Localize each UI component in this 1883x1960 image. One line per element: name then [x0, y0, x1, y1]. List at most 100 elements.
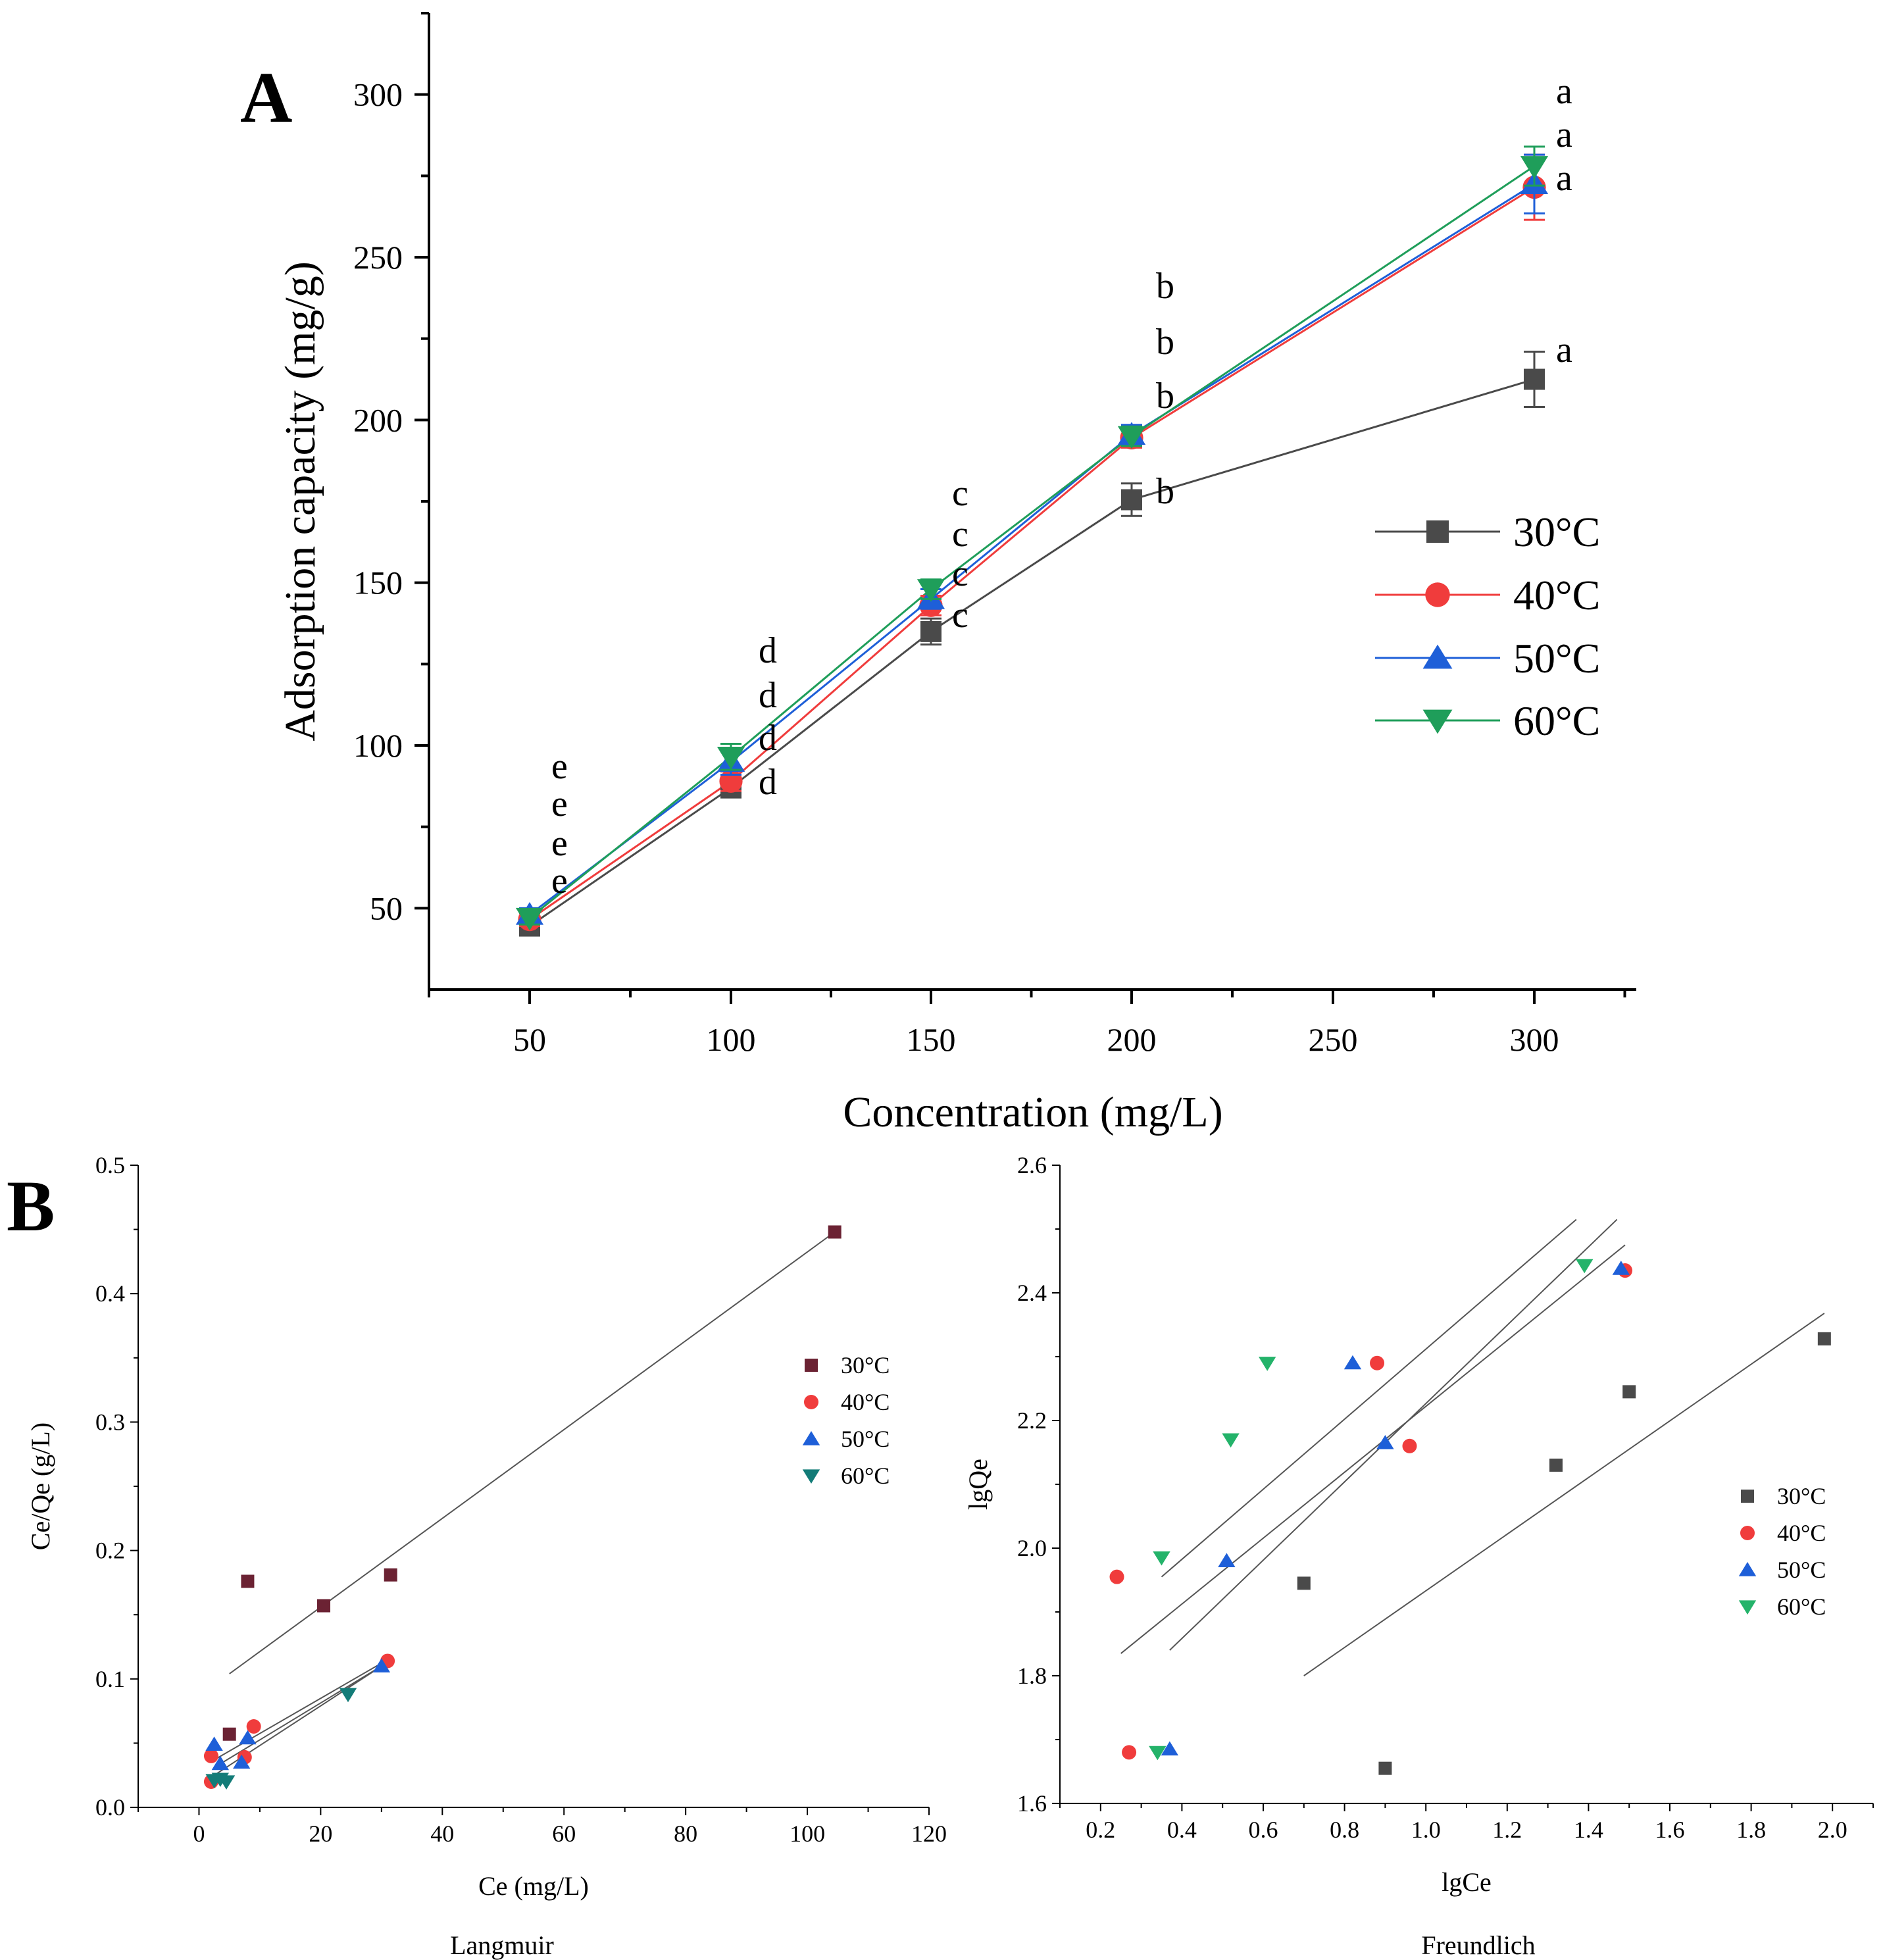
x-tick-label: 20 [309, 1821, 332, 1847]
legend-marker-60c [1738, 1600, 1757, 1615]
point-50c [372, 1658, 391, 1672]
x-tick-label: 1.4 [1574, 1817, 1603, 1843]
y-tick-label: 2.6 [1017, 1152, 1047, 1178]
significance-letter: a [1556, 330, 1572, 370]
point-50c [232, 1754, 251, 1769]
x-tick-label: 50 [513, 1021, 546, 1058]
x-tick-label: 0.6 [1249, 1817, 1278, 1843]
series-line-50c [529, 183, 1535, 916]
legend-marker-60c [802, 1469, 820, 1484]
significance-letter: d [759, 675, 777, 716]
y-tick-label: 150 [353, 565, 403, 601]
point-60c [1222, 1433, 1240, 1448]
point-60c [217, 1775, 236, 1790]
x-axis-label: Concentration (mg/L) [843, 1088, 1222, 1136]
legend-marker-40c [804, 1395, 818, 1409]
series-line-40c [529, 186, 1535, 920]
point-40c [203, 1748, 218, 1763]
y-tick-label: 0.0 [95, 1794, 125, 1821]
significance-letter: c [952, 595, 968, 636]
legend-marker-50c [802, 1431, 820, 1445]
marker-30c [1121, 489, 1142, 511]
legend-label-50c: 50°C [1513, 635, 1600, 682]
significance-letter: e [551, 746, 568, 787]
point-30c [1817, 1332, 1831, 1345]
legend-marker-30c [1426, 520, 1449, 543]
legend-label-30c: 30°C [1777, 1483, 1826, 1509]
legend-label-40c: 40°C [1777, 1520, 1826, 1546]
marker-60c [515, 907, 544, 931]
legend-label-60c: 60°C [841, 1463, 890, 1489]
significance-letter: d [759, 718, 777, 759]
x-tick-label: 1.2 [1492, 1817, 1522, 1843]
point-50c [1343, 1355, 1362, 1370]
legend-marker-40c [1740, 1526, 1755, 1540]
y-tick-label: 0.3 [95, 1409, 125, 1435]
fit-line-60c [1161, 1219, 1577, 1578]
marker-60c [916, 579, 945, 602]
legend-label-40c: 40°C [841, 1389, 890, 1415]
point-60c [1149, 1746, 1167, 1761]
significance-letter: c [952, 553, 968, 594]
legend-label-50c: 50°C [841, 1426, 890, 1452]
point-50c [1218, 1553, 1236, 1567]
legend-label-60c: 60°C [1513, 697, 1600, 744]
x-tick-label: 0.4 [1167, 1817, 1197, 1843]
point-30c [317, 1599, 331, 1613]
significance-letter: c [952, 514, 968, 555]
panel-label-a: A [240, 57, 292, 138]
point-30c [1297, 1576, 1311, 1590]
x-tick-label: 0.8 [1330, 1817, 1359, 1843]
y-tick-label: 250 [353, 239, 403, 276]
series-line-30c [529, 378, 1535, 927]
significance-letter: e [551, 823, 568, 864]
point-40c [1122, 1745, 1137, 1760]
x-tick-label: 2.0 [1818, 1817, 1847, 1843]
significance-letter: a [1556, 114, 1572, 155]
point-40c [1402, 1438, 1417, 1453]
point-50c [239, 1730, 257, 1745]
x-tick-label: 80 [674, 1821, 697, 1847]
fit-line-30c [1303, 1313, 1825, 1676]
x-tick-label: 100 [707, 1021, 756, 1058]
x-tick-label: 0.2 [1086, 1817, 1115, 1843]
x-tick-label: 60 [552, 1821, 576, 1847]
legend-label-50c: 50°C [1777, 1557, 1826, 1583]
significance-letter: a [1556, 71, 1572, 112]
significance-letter: d [759, 630, 777, 671]
x-tick-label: 1.0 [1411, 1817, 1441, 1843]
y-tick-label: 2.2 [1017, 1407, 1047, 1434]
point-40c [1370, 1355, 1385, 1370]
x-tick-label: 250 [1309, 1021, 1358, 1058]
point-50c [1376, 1434, 1394, 1449]
significance-letter: b [1156, 471, 1174, 512]
y-tick-label: 0.5 [95, 1152, 125, 1178]
y-tick-label: 1.8 [1017, 1663, 1047, 1689]
legend-label-60c: 60°C [1777, 1594, 1826, 1620]
marker-60c [716, 746, 745, 770]
y-tick-label: 2.4 [1017, 1280, 1047, 1306]
point-50c [211, 1755, 230, 1771]
y-axis-label: Ce/Qe (g/L) [26, 1422, 55, 1550]
x-axis-label: lgCe [1442, 1867, 1492, 1897]
y-axis-label: Adsorption capacity (mg/g) [276, 261, 324, 741]
significance-letter: e [551, 861, 568, 901]
significance-letter: b [1156, 376, 1174, 416]
y-axis-label: lgQe [963, 1459, 993, 1510]
chart-caption: Freundlich [1421, 1930, 1535, 1960]
legend-label-30c: 30°C [1513, 509, 1600, 555]
chart-a: 50 100 150 200 250 300 50 100 150 200 250 300 Concen… [276, 12, 1636, 1136]
y-tick-label: 1.6 [1017, 1790, 1047, 1817]
y-tick-label: 0.1 [95, 1666, 125, 1692]
legend-marker-30c [1741, 1490, 1754, 1503]
x-tick-label: 120 [911, 1821, 947, 1847]
point-30c [828, 1225, 841, 1239]
fit-line-60c [214, 1659, 388, 1761]
legend-label-30c: 30°C [841, 1352, 890, 1378]
y-tick-label: 2.0 [1017, 1535, 1047, 1561]
legend-marker-50c [1738, 1562, 1757, 1576]
x-tick-label: 1.6 [1655, 1817, 1685, 1843]
point-30c [1378, 1761, 1392, 1775]
significance-letter: d [759, 762, 777, 803]
